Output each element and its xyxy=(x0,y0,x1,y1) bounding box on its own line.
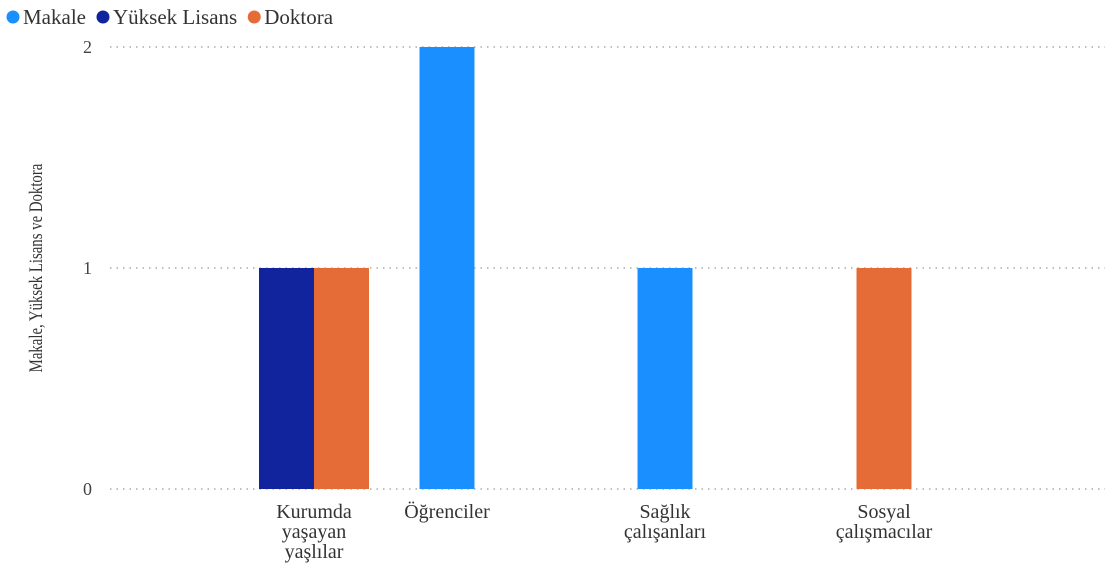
bars xyxy=(259,47,912,489)
x-axis-category-labels: Kurumda yaşayan yaşlılar Öğrenciler Sağlık ça… xyxy=(276,500,932,563)
legend-label-2: Doktora xyxy=(264,5,333,29)
y-tick-label-2: 2 xyxy=(83,37,92,57)
x-category-label-1: Öğrenciler xyxy=(404,500,490,523)
bar-makale-1 xyxy=(419,47,475,489)
bar-yüksek-lisans-0 xyxy=(259,268,314,489)
legend-marker-2 xyxy=(247,10,261,24)
x-category-label-2: Sağlık çalışanları xyxy=(624,501,707,543)
y-tick-label-0: 0 xyxy=(83,479,92,499)
bar-doktora-3 xyxy=(856,268,912,489)
legend-label-0: Makale xyxy=(23,5,86,29)
legend-label-1: Yüksek Lisans xyxy=(113,5,237,29)
y-tick-label-1: 1 xyxy=(83,258,92,278)
x-category-label-3: Sosyal çalışmacılar xyxy=(836,501,933,543)
legend-marker-1 xyxy=(96,10,110,24)
y-axis-label: Makale, Yüksek Lisans ve Doktora xyxy=(25,163,46,372)
legend-marker-0 xyxy=(6,10,20,24)
legend: Makale Yüksek Lisans Doktora xyxy=(6,5,334,29)
bar-doktora-0 xyxy=(314,268,369,489)
y-axis-ticks: 0 1 2 xyxy=(83,37,92,499)
x-category-label-0: Kurumda yaşayan yaşlılar xyxy=(276,501,352,563)
bar-makale-2 xyxy=(637,268,693,489)
